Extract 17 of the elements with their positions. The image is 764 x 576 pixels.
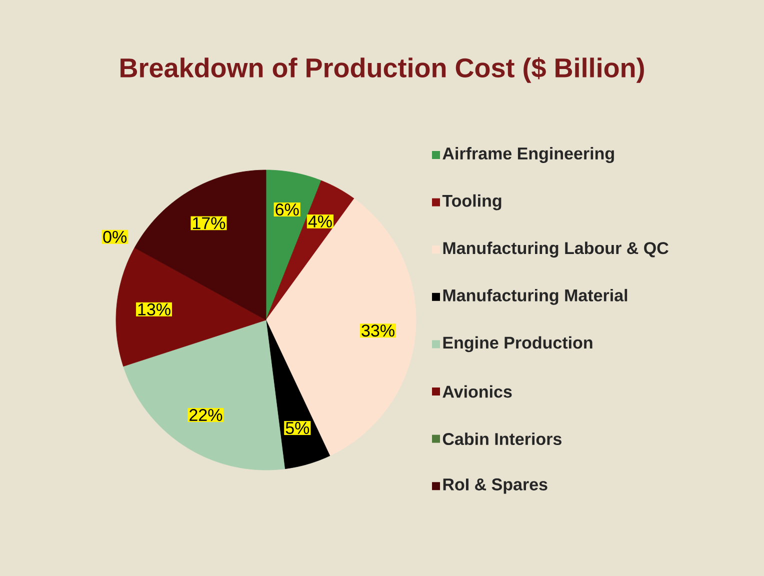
data-label: 22%	[190, 409, 222, 421]
text: 0%	[103, 230, 127, 243]
data-label: 13%	[138, 303, 170, 316]
legend-label: Cabin Interiors	[442, 432, 562, 446]
legend-label: Engine Production	[443, 336, 592, 352]
legend-label: Tooling	[442, 194, 502, 210]
legend-label: Airframe Engineering	[442, 147, 614, 163]
legend-label: RoI & Spares	[443, 478, 548, 494]
data-label: 5%	[286, 422, 310, 434]
chart-title: Breakdown of Production Cost ($ Billion)	[120, 57, 644, 83]
legend-label: Manufacturing Labour & QC	[443, 242, 668, 258]
data-label: 17%	[193, 217, 226, 230]
data-label: 6%	[276, 203, 299, 216]
data-label: 33%	[362, 324, 394, 337]
legend-label: Manufacturing Material	[443, 288, 628, 305]
legend-label: Avionics	[442, 385, 512, 398]
data-label: 4%	[308, 215, 332, 228]
